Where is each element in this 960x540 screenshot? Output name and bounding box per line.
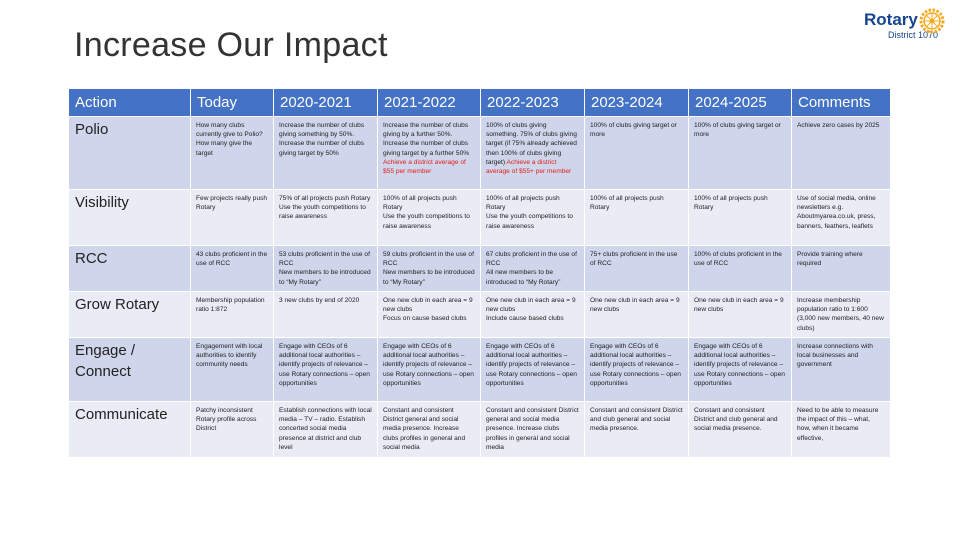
column-header: 2021-2022	[377, 88, 481, 117]
table-cell: Constant and consistent District and clu…	[688, 401, 792, 458]
table-cell: Constant and consistent District general…	[377, 401, 481, 458]
table-cell: Engagement with local authorities to ide…	[190, 337, 274, 402]
table-cell: How many clubs currently give to Polio? …	[190, 116, 274, 190]
table-cell: 100% of all projects push Rotary	[584, 189, 689, 246]
table-cell: One new club in each area = 9 new clubs	[584, 291, 689, 338]
logo-name: Rotary	[864, 10, 918, 29]
row-label: Grow Rotary	[68, 291, 191, 338]
table-cell: Use of social media, online newsletters …	[791, 189, 891, 246]
cell-text: 100% of clubs giving something. 75% of c…	[486, 122, 577, 166]
table-cell: One new club in each area = 9 new clubs …	[480, 291, 585, 338]
slide-title: Increase Our Impact	[74, 26, 388, 64]
column-header: Today	[190, 88, 274, 117]
cell-highlight: Achieve a district average of $55+ per m…	[486, 158, 572, 176]
table-cell: 3 new clubs by end of 2020	[273, 291, 378, 338]
table-row: RCC 43 clubs proficient in the use of RCC…	[68, 245, 891, 292]
table-cell: 67 clubs proficient in the use of RCC Al…	[480, 245, 585, 292]
row-label: RCC	[68, 245, 191, 292]
table-cell: 100% of all projects push Rotary	[688, 189, 792, 246]
table-cell: Patchy inconsistent Rotary profile acros…	[190, 401, 274, 458]
table-cell: Engage with CEOs of 6 additional local a…	[480, 337, 585, 402]
column-header: 2020-2021	[273, 88, 378, 117]
table-row: Grow Rotary Membership population ratio 1…	[68, 291, 891, 338]
logo: Rotary District 1070	[862, 6, 946, 42]
cell-text: Increase the number of clubs giving by a…	[383, 122, 470, 157]
table-cell: Increase the number of clubs giving some…	[273, 116, 378, 190]
table-cell: 53 clubs proficient in the use of RCC Ne…	[273, 245, 378, 292]
table-cell: Provide training where required	[791, 245, 891, 292]
logo-district: District 1070	[888, 30, 939, 40]
table-cell: Engage with CEOs of 6 additional local a…	[688, 337, 792, 402]
table-cell: Engage with CEOs of 6 additional local a…	[584, 337, 689, 402]
column-header: 2022-2023	[480, 88, 585, 117]
table-cell: Constant and consistent District and clu…	[584, 401, 689, 458]
table-cell: Membership population ratio 1:872	[190, 291, 274, 338]
table-cell: Engage with CEOs of 6 additional local a…	[273, 337, 378, 402]
row-label: Engage / Connect	[68, 337, 191, 402]
table-cell: Increase membership population ratio to …	[791, 291, 891, 338]
table-cell: 100% of clubs proficient in the use of R…	[688, 245, 792, 292]
table-row: Polio How many clubs currently give to Po…	[68, 116, 891, 190]
table-cell: 59 clubs proficient in the use of RCC Ne…	[377, 245, 481, 292]
table-cell: Few projects really push Rotary	[190, 189, 274, 246]
table-cell: Increase the number of clubs giving by a…	[377, 116, 481, 190]
table-cell: Achieve zero cases by 2025	[791, 116, 891, 190]
table-cell: Engage with CEOs of 6 additional local a…	[377, 337, 481, 402]
table-cell: Establish connections with local media –…	[273, 401, 378, 458]
table-cell: 100% of clubs giving something. 75% of c…	[480, 116, 585, 190]
table-cell: 100% of clubs giving target or more	[584, 116, 689, 190]
table-cell: Constant and consistent District general…	[480, 401, 585, 458]
column-header: 2023-2024	[584, 88, 689, 117]
table-cell: 100% of clubs giving target or more	[688, 116, 792, 190]
table-cell: 75+ clubs proficient in the use of RCC	[584, 245, 689, 292]
table-cell: 100% of all projects push Rotary Use the…	[480, 189, 585, 246]
header-row: Action Today 2020-2021 2021-2022 2022-2023 20…	[68, 88, 891, 117]
cell-highlight: Achieve a district average of $55 per me…	[383, 158, 466, 176]
impact-table: Action Today 2020-2021 2021-2022 2022-2023 20…	[68, 88, 891, 458]
table-cell: Increase connections with local business…	[791, 337, 891, 402]
column-header: Comments	[791, 88, 891, 117]
row-label: Communicate	[68, 401, 191, 458]
logo-wheel	[919, 8, 945, 34]
table-cell: One new club in each area = 9 new clubs	[688, 291, 792, 338]
column-header: Action	[68, 88, 191, 117]
table-cell: 43 clubs proficient in the use of RCC	[190, 245, 274, 292]
table-cell: 75% of all projects push Rotary Use the …	[273, 189, 378, 246]
column-header: 2024-2025	[688, 88, 792, 117]
table-cell: 100% of all projects push Rotary Use the…	[377, 189, 481, 246]
table-cell: One new club in each area = 9 new clubs …	[377, 291, 481, 338]
table-row: Communicate Patchy inconsistent Rotary pr…	[68, 401, 891, 458]
table-row: Engage / Connect Engagement with local au…	[68, 337, 891, 402]
table-cell: Need to be able to measure the impact of…	[791, 401, 891, 458]
row-label: Polio	[68, 116, 191, 190]
table-row: Visibility Few projects really push Rotar…	[68, 189, 891, 246]
row-label: Visibility	[68, 189, 191, 246]
